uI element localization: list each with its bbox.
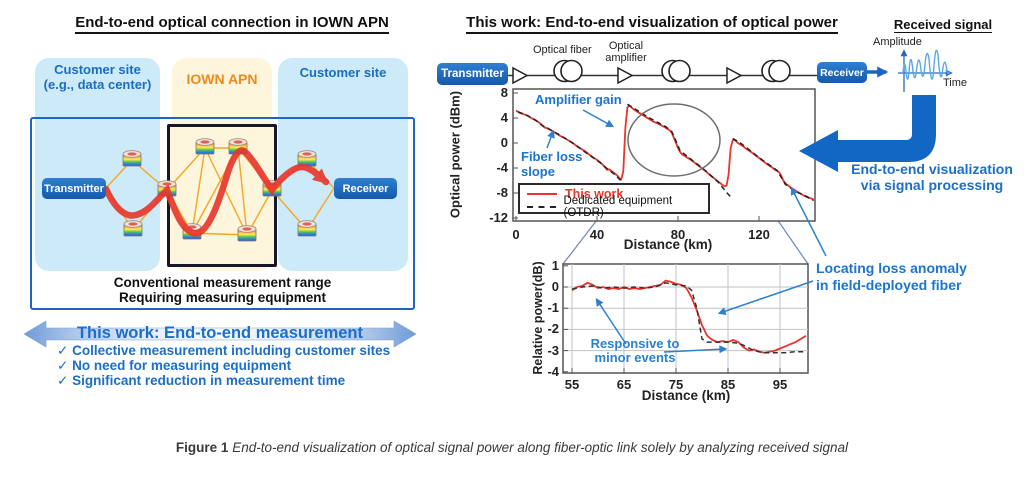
this-work-banner: This work: End-to-end measurement [76, 324, 364, 342]
inset-chart-x-tick-label: 65 [616, 377, 632, 392]
processing-note: End-to-end visualization via signal proc… [851, 161, 1013, 193]
network-node-icon [297, 150, 317, 167]
loss-anomaly-annotation: Locating loss anomaly in field-deployed … [816, 260, 967, 293]
main-chart-y-tick-label: 0 [500, 135, 508, 150]
amplifier-gain-arrow [582, 109, 615, 128]
inset-chart-y-axis-label: Relative power(dB) [531, 261, 545, 375]
network-node-icon [122, 150, 142, 167]
network-node-icon [237, 225, 257, 242]
fiber-loss-annotation: Fiber loss slope [521, 149, 583, 179]
series-otdr [732, 137, 815, 202]
main-chart-x-tick-label: 0 [512, 227, 520, 242]
main-chart-y-tick-label: -12 [489, 210, 508, 225]
inset-chart-x-tick-label: 85 [720, 377, 736, 392]
inset-chart-y-tick-label: -1 [547, 300, 559, 316]
mesh-link [237, 147, 248, 236]
amplifier-gain-annotation: Amplifier gain [535, 92, 622, 107]
series-otdr [571, 282, 806, 354]
right-title: This work: End-to-end visualization of o… [440, 14, 864, 34]
customer-site-right-label: Customer site [299, 65, 387, 80]
iown-apn-label: IOWN APN [186, 71, 258, 87]
main-chart-y-axis-label: Optical power (dBm) [447, 90, 463, 219]
signal-processing-arrow [799, 95, 936, 172]
received-signal-title: Received signal [893, 17, 993, 33]
transmitter-box-left: Transmitter [42, 178, 106, 199]
inset-chart-y-tick-label: -2 [547, 321, 559, 337]
mesh-link [204, 147, 248, 236]
responsive-annotation: Responsive to minor events [590, 336, 680, 366]
inset-chart-x-axis-label: Distance (km) [641, 388, 731, 403]
left-title: End-to-end optical connection in IOWN AP… [40, 14, 424, 34]
amplitude-label: Amplitude [873, 36, 922, 48]
measurement-range-border [30, 117, 415, 310]
check-icon: ✓ [57, 343, 69, 358]
received-signal-waveform [898, 49, 953, 92]
checklist-item: ✓ No need for measuring equipment [57, 357, 292, 373]
customer-site-left-label: Customer site (e.g., data center) [43, 62, 152, 92]
fiber-coil-icon [553, 59, 791, 83]
caption-prefix: Figure 1 [175, 440, 229, 455]
solid-line-icon [527, 192, 557, 195]
conventional-range-note: Conventional measurement range Requiring… [113, 275, 332, 306]
inset-chart-y-tick-label: -4 [547, 363, 559, 379]
dashed-line-icon [527, 205, 556, 208]
inset-chart-y-tick-label: 1 [551, 257, 559, 273]
responsive-arrow-left [595, 297, 627, 345]
series-otdr [627, 103, 732, 198]
receiver-box-right: Receiver [817, 62, 867, 83]
fiber-loss-arrow [546, 129, 555, 149]
check-icon: ✓ [57, 372, 69, 388]
end-to-end-measurement-arrow [23, 320, 417, 348]
responsive-arrow-right [663, 345, 728, 354]
main-chart-y-tick-label: -4 [496, 160, 508, 175]
inset-chart-y-tick-label: -3 [547, 342, 559, 358]
optical-fiber-label: Optical fiber [533, 44, 592, 56]
waveform-trace [902, 49, 951, 80]
network-node-icon [195, 138, 215, 155]
caption-text: End-to-end visualization of optical sign… [232, 440, 849, 455]
main-chart-x-tick-label: 40 [589, 227, 605, 242]
main-chart-legend: This work Dedicated equipment (OTDR) [518, 183, 710, 219]
legend-row-this-work: This work [527, 187, 708, 201]
benefits-checklist: ✓ Collective measurement including custo… [57, 343, 391, 388]
inset-chart-x-tick-label: 75 [668, 377, 684, 392]
checklist-item: ✓ Collective measurement including custo… [57, 343, 391, 358]
figure-caption: Figure 1 End-to-end visualization of opt… [0, 440, 1024, 455]
inset-chart-frame [562, 263, 809, 374]
inset-chart-y-tick-label: 0 [551, 279, 559, 294]
main-chart-plot [513, 92, 815, 221]
network-node-icon [123, 220, 143, 237]
transmission-chain [508, 59, 817, 85]
mesh-link [191, 147, 206, 234]
receiver-box-left: Receiver [334, 178, 397, 199]
main-chart-x-axis-label: Distance (km) [623, 237, 713, 252]
loss-anomaly-arrow-inset [717, 280, 814, 315]
main-chart-y-tick-label: -8 [496, 185, 508, 200]
loss-anomaly-arrow-main [790, 186, 827, 257]
amplifier-icon [512, 66, 743, 85]
network-nodes [122, 138, 317, 242]
inset-chart-x-tick-label: 55 [564, 377, 580, 392]
highlight-ellipse [627, 103, 721, 177]
main-chart-y-tick-label: 8 [500, 85, 508, 100]
main-chart-y-tick-label: 4 [500, 110, 508, 125]
checklist-item: ✓ Significant reduction in measurement t… [57, 372, 346, 388]
main-chart-x-tick-label: 80 [670, 227, 686, 242]
optical-amplifier-label: Optical amplifier [605, 40, 647, 64]
check-icon: ✓ [57, 357, 69, 373]
optical-path-arrow [102, 147, 330, 237]
annotation-arrows [546, 109, 827, 354]
legend-row-otdr: Dedicated equipment (OTDR) [527, 195, 708, 219]
inset-chart-plot [563, 264, 808, 373]
network-node-icon [297, 220, 317, 237]
transmitter-box-right: Transmitter [437, 63, 508, 85]
main-chart-x-tick-label: 120 [748, 227, 770, 242]
time-label: Time [943, 77, 968, 89]
inset-chart-x-tick-label: 95 [772, 377, 788, 392]
series-otdr [517, 111, 630, 193]
